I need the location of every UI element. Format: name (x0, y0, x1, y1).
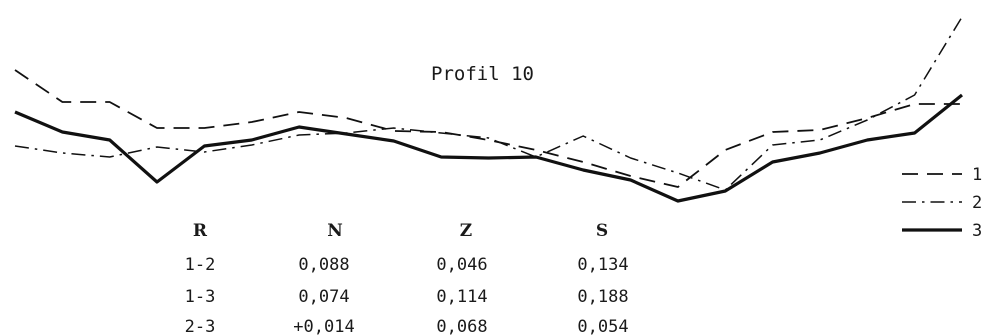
table-cell-r: 2-3 (185, 317, 216, 336)
table-header-s: S (596, 221, 608, 241)
chart-title: Profil 10 (431, 63, 534, 85)
series-line-1 (14, 69, 962, 188)
table-cell-s: 0,054 (577, 317, 628, 336)
series-line-3 (14, 93, 964, 203)
table-cell-z: 0,046 (436, 255, 487, 275)
legend-label-1: 1 (972, 165, 982, 185)
table-cell-z: 0,114 (436, 287, 487, 307)
legend-label-2: 2 (972, 193, 982, 213)
table-header-z: Z (460, 221, 472, 241)
table-header-r: R (193, 221, 208, 241)
table-row: 1-2 0,088 0,046 0,134 (185, 255, 629, 275)
stats-table: R N Z S 1-2 0,088 0,046 0,134 1-3 0,074 … (185, 221, 629, 336)
table-header-row: R N Z S (193, 221, 608, 241)
legend: 1 2 3 (902, 165, 982, 241)
table-cell-z: 0,068 (436, 317, 487, 336)
table-cell-s: 0,188 (577, 287, 628, 307)
series-line-2 (14, 16, 963, 191)
table-row: 1-3 0,074 0,114 0,188 (185, 287, 629, 307)
table-cell-s: 0,134 (577, 255, 628, 275)
table-cell-n: +0,014 (293, 317, 354, 336)
series-layer (14, 16, 964, 203)
table-header-n: N (327, 221, 343, 241)
table-cell-r: 1-3 (185, 287, 216, 307)
table-row: 2-3 +0,014 0,068 0,054 (185, 317, 629, 336)
legend-label-3: 3 (972, 221, 982, 241)
table-cell-r: 1-2 (185, 255, 216, 275)
table-cell-n: 0,074 (298, 287, 349, 307)
table-cell-n: 0,088 (298, 255, 349, 275)
